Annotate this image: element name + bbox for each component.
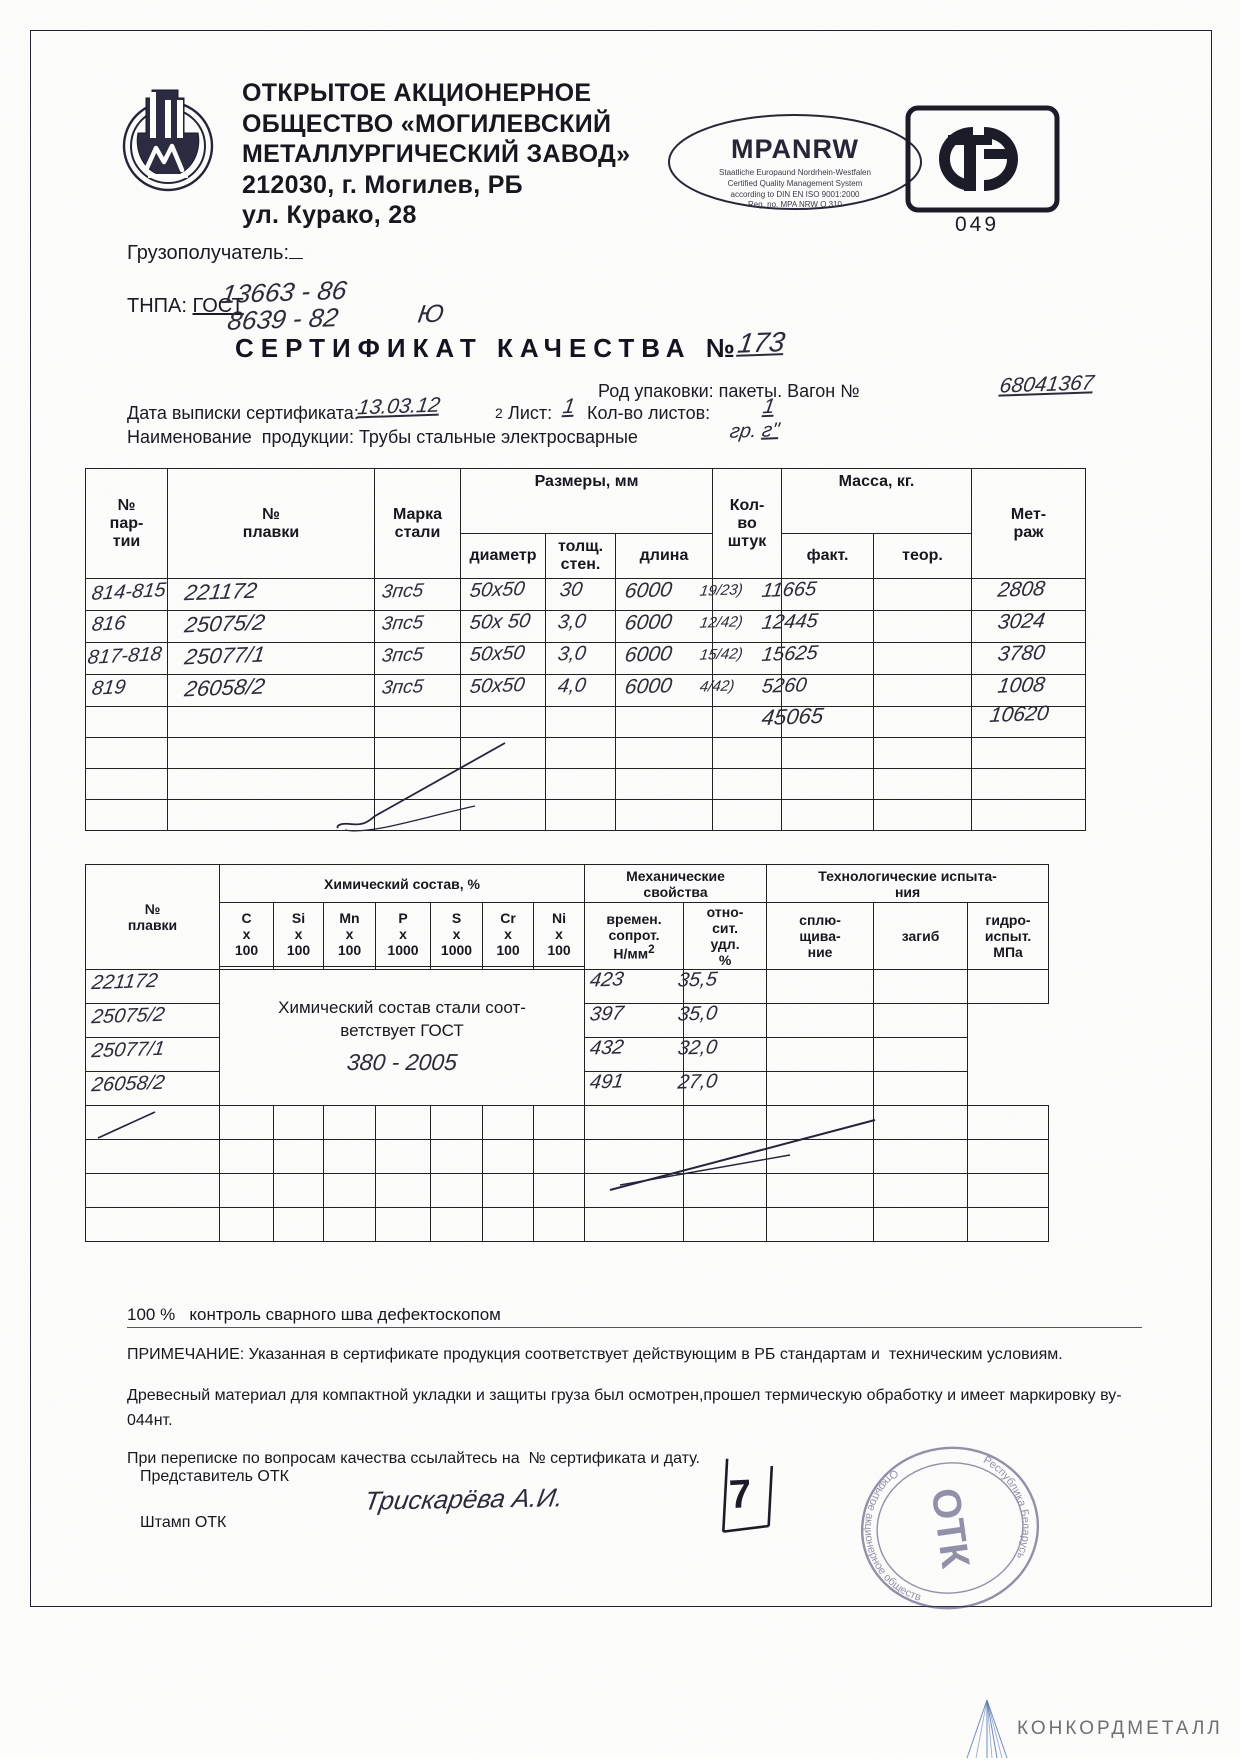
- svg-text:Reg. no. MPA NRW Q 310: Reg. no. MPA NRW Q 310: [748, 200, 843, 209]
- svg-text:MPANRW: MPANRW: [731, 134, 859, 164]
- svg-text:ОТК: ОТК: [923, 1485, 978, 1571]
- svg-text:Staatliche Europaund Nordrhein: Staatliche Europaund Nordrhein-Westfalen: [719, 168, 871, 177]
- svg-text:Certified Quality Management S: Certified Quality Management System: [728, 179, 863, 188]
- svg-text:7: 7: [728, 1472, 753, 1517]
- svg-text:according to DIN EN ISO 9001:2: according to DIN EN ISO 9001:2000: [731, 190, 861, 199]
